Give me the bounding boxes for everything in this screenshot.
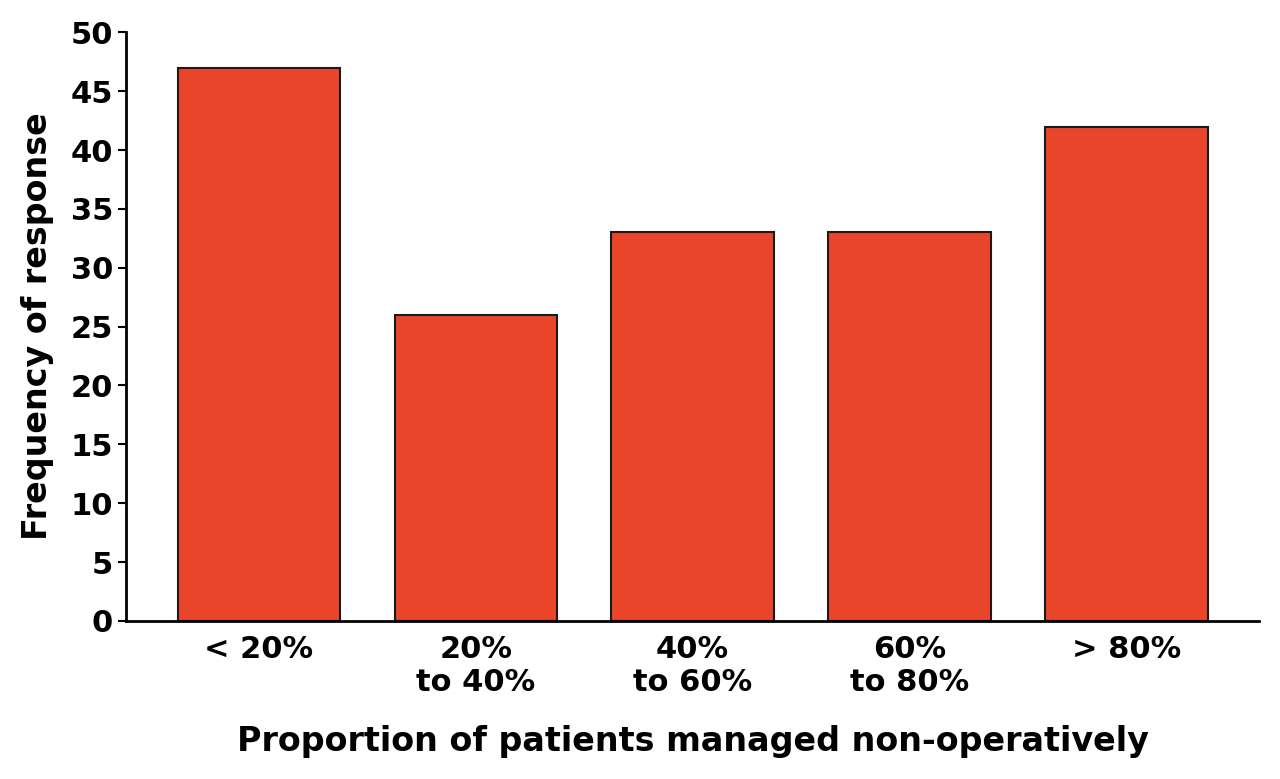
Bar [178,68,340,621]
Y-axis label: Frequency of response: Frequency of response [20,113,54,541]
Bar [1044,126,1207,621]
Bar [612,232,774,621]
X-axis label: Proportion of patients managed non-operatively: Proportion of patients managed non-opera… [237,725,1148,758]
Bar [828,232,991,621]
Bar [394,315,557,621]
